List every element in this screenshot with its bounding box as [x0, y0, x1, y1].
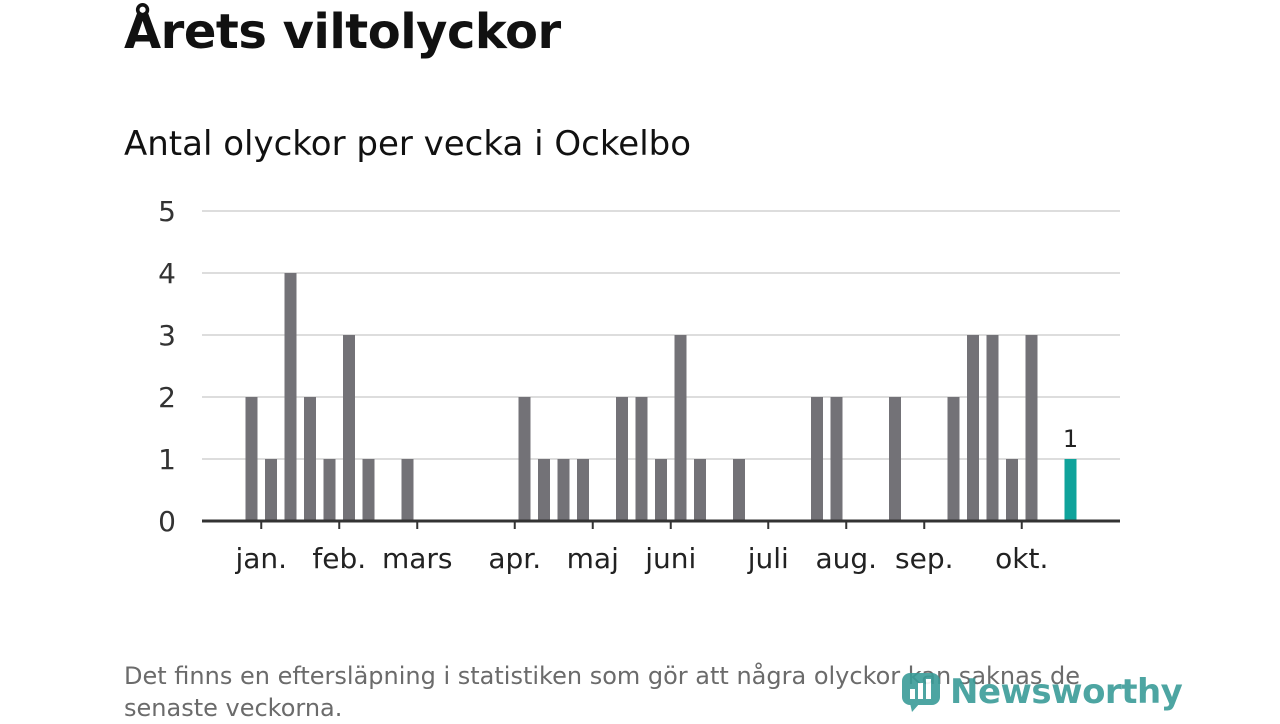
bar [811, 397, 823, 521]
bar [616, 397, 628, 521]
bar [245, 397, 258, 521]
bar-chart: 0 1 2 3 4 5 1 jan. feb. mars apr. maj juni juli aug. se… [158, 195, 1120, 575]
y-tick-label: 2 [158, 381, 176, 414]
bar [947, 397, 960, 521]
bar [986, 335, 999, 521]
bar-highlight [1064, 459, 1077, 521]
bar [557, 459, 570, 521]
y-tick-label: 1 [158, 443, 176, 476]
bar [284, 273, 297, 521]
y-tick-label: 3 [158, 319, 176, 352]
bar [362, 459, 375, 521]
bar [343, 335, 355, 521]
x-tick-label: juni [644, 542, 696, 575]
x-tick-label: mars [382, 542, 453, 575]
bar [674, 335, 687, 521]
data-label: 1 [1063, 425, 1078, 453]
bar [401, 459, 414, 521]
logo-text: Newsworthy [950, 672, 1183, 712]
y-tick-label: 5 [158, 195, 176, 228]
bar [323, 459, 336, 521]
bar [518, 397, 531, 521]
newsworthy-logo-icon [902, 673, 940, 712]
bar [1025, 335, 1038, 521]
brand-logo: Newsworthy [900, 664, 1183, 720]
bar [577, 459, 589, 521]
bar [694, 459, 706, 521]
x-tick-label: juli [747, 542, 789, 575]
x-tick-label: feb. [312, 542, 366, 575]
x-tick-label: sep. [895, 542, 954, 575]
bar [635, 397, 648, 521]
x-tick-label: aug. [815, 542, 877, 575]
chart-title: Årets viltolyckor [124, 4, 561, 60]
bar [733, 459, 745, 521]
x-tick-label: apr. [488, 542, 541, 575]
bar [830, 397, 843, 521]
bar [304, 397, 316, 521]
y-tick-label: 0 [158, 505, 176, 538]
x-tick-label: maj [567, 542, 619, 575]
x-tick-label: jan. [234, 542, 287, 575]
chart-subtitle: Antal olyckor per vecka i Ockelbo [124, 124, 692, 164]
bar [655, 459, 667, 521]
bar [889, 397, 901, 521]
bar [1006, 459, 1018, 521]
bar [967, 335, 979, 521]
bar [265, 459, 277, 521]
bar [538, 459, 550, 521]
x-tick-label: okt. [995, 542, 1048, 575]
y-tick-label: 4 [158, 257, 176, 290]
